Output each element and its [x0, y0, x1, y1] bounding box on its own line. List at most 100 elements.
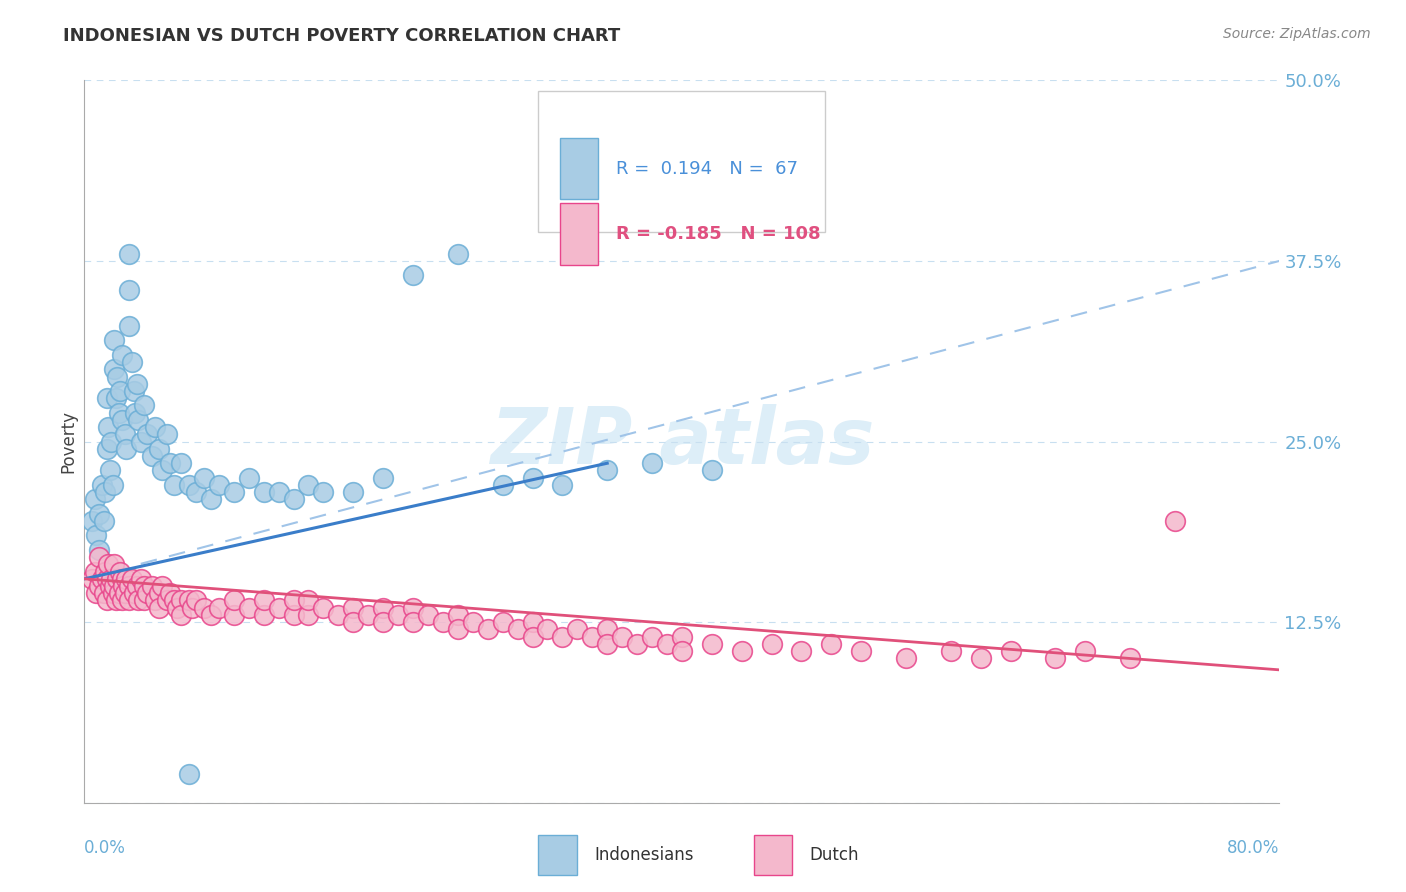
- Point: [387, 607, 409, 622]
- FancyBboxPatch shape: [538, 91, 825, 232]
- Point: [163, 593, 186, 607]
- Point: [177, 593, 200, 607]
- Point: [761, 637, 783, 651]
- Point: [101, 586, 124, 600]
- Point: [93, 586, 115, 600]
- Point: [118, 593, 141, 607]
- Point: [89, 550, 111, 565]
- Point: [163, 478, 186, 492]
- Point: [790, 644, 813, 658]
- Bar: [538, 835, 576, 875]
- Point: [111, 413, 134, 427]
- Point: [671, 644, 693, 658]
- Point: [641, 630, 664, 644]
- Point: [492, 478, 515, 492]
- Point: [551, 630, 574, 644]
- Point: [105, 369, 128, 384]
- Point: [1000, 644, 1022, 658]
- Point: [193, 470, 215, 484]
- Point: [373, 600, 395, 615]
- Point: [328, 607, 350, 622]
- Point: [283, 492, 305, 507]
- Point: [105, 572, 128, 586]
- Text: INDONESIAN VS DUTCH POVERTY CORRELATION CHART: INDONESIAN VS DUTCH POVERTY CORRELATION …: [63, 27, 620, 45]
- Point: [536, 623, 558, 637]
- Point: [80, 514, 103, 528]
- Point: [567, 623, 589, 637]
- Point: [200, 607, 222, 622]
- Point: [939, 644, 962, 658]
- Point: [267, 600, 290, 615]
- Point: [402, 600, 425, 615]
- Point: [447, 607, 470, 622]
- Point: [98, 579, 121, 593]
- Point: [89, 579, 111, 593]
- Point: [186, 485, 208, 500]
- Point: [94, 565, 117, 579]
- Point: [94, 485, 117, 500]
- Point: [100, 572, 122, 586]
- Point: [103, 579, 125, 593]
- Point: [170, 607, 193, 622]
- Point: [297, 607, 319, 622]
- Point: [107, 586, 129, 600]
- Point: [129, 572, 152, 586]
- Point: [970, 651, 993, 665]
- Point: [253, 593, 276, 607]
- Point: [267, 485, 290, 500]
- Point: [170, 456, 193, 470]
- Point: [101, 478, 124, 492]
- Text: Indonesians: Indonesians: [595, 847, 695, 864]
- Point: [118, 318, 141, 333]
- Point: [181, 600, 204, 615]
- Point: [283, 593, 305, 607]
- Point: [522, 615, 544, 630]
- Point: [136, 427, 159, 442]
- Point: [166, 600, 188, 615]
- Point: [103, 558, 125, 572]
- Point: [118, 579, 141, 593]
- Point: [141, 449, 163, 463]
- Point: [208, 478, 231, 492]
- Point: [312, 485, 335, 500]
- Point: [159, 456, 181, 470]
- Point: [91, 572, 114, 586]
- Point: [551, 478, 574, 492]
- Point: [122, 384, 145, 398]
- Point: [312, 600, 335, 615]
- Point: [93, 514, 115, 528]
- Point: [731, 644, 754, 658]
- Point: [115, 572, 138, 586]
- Point: [626, 637, 648, 651]
- Point: [238, 470, 260, 484]
- Point: [136, 586, 159, 600]
- Point: [596, 463, 619, 477]
- Point: [97, 558, 120, 572]
- Point: [91, 478, 114, 492]
- Point: [522, 630, 544, 644]
- Point: [86, 528, 108, 542]
- Point: [122, 586, 145, 600]
- Text: R = -0.185   N = 108: R = -0.185 N = 108: [616, 225, 821, 243]
- Point: [1119, 651, 1142, 665]
- Point: [125, 579, 148, 593]
- Point: [416, 607, 439, 622]
- Point: [80, 572, 103, 586]
- Point: [297, 593, 319, 607]
- Point: [596, 637, 619, 651]
- Point: [506, 623, 529, 637]
- Point: [96, 391, 118, 405]
- Point: [141, 579, 163, 593]
- Point: [655, 637, 678, 651]
- Point: [83, 492, 105, 507]
- Point: [143, 593, 166, 607]
- Point: [148, 442, 170, 456]
- Point: [253, 485, 276, 500]
- Point: [104, 391, 127, 405]
- Point: [129, 434, 152, 449]
- Text: Source: ZipAtlas.com: Source: ZipAtlas.com: [1223, 27, 1371, 41]
- Text: ZIP atlas: ZIP atlas: [489, 403, 875, 480]
- Point: [208, 600, 231, 615]
- Point: [581, 630, 603, 644]
- Y-axis label: Poverty: Poverty: [59, 410, 77, 473]
